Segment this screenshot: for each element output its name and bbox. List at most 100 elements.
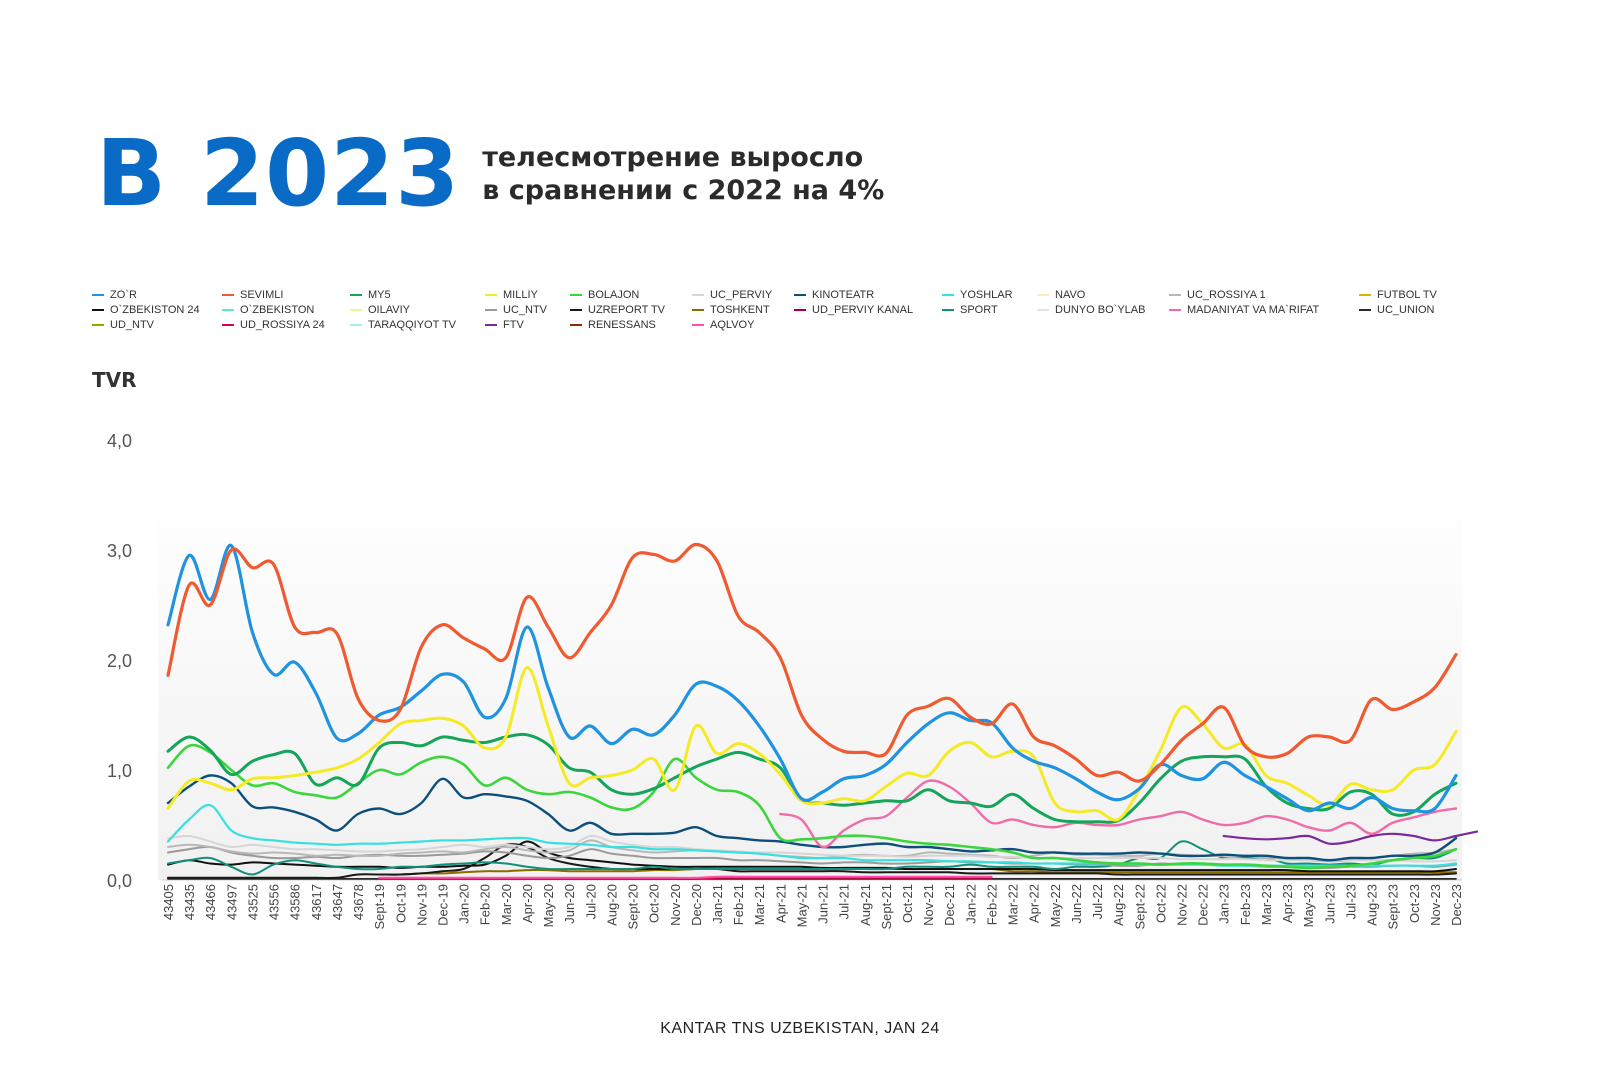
legend-item: TARAQQIYOT TV: [350, 318, 485, 332]
x-tick-label: Nov-19: [414, 884, 429, 926]
legend-swatch: [942, 309, 954, 311]
legend-label: NAVO: [1055, 289, 1086, 301]
x-tick-label: 43586: [288, 884, 303, 920]
legend-label: FUTBOL TV: [1377, 289, 1437, 301]
legend-label: TOSHKENT: [710, 304, 770, 316]
x-tick-label: Nov-20: [668, 884, 683, 926]
series-line-kinoteatr: [166, 774, 1458, 862]
legend-swatch: [92, 324, 104, 326]
legend-item: UC_NTV: [485, 303, 570, 317]
legend-label: UC_PERVIY: [710, 289, 773, 301]
legend-swatch: [350, 294, 362, 296]
x-tick-label: Apr-20: [520, 884, 535, 923]
legend-swatch: [1359, 309, 1371, 311]
legend-item: O`ZBEKISTON 24: [92, 303, 222, 317]
legend-label: UD_ROSSIYA 24: [240, 319, 325, 331]
series-line-o-zbekiston-24: [167, 840, 1457, 873]
legend-swatch: [1037, 294, 1049, 296]
legend-label: MY5: [368, 289, 391, 301]
legend-label: OILAVIY: [368, 304, 410, 316]
x-tick-label: Feb-22: [984, 884, 999, 925]
legend-swatch: [92, 309, 104, 311]
x-tick-label: Mar-21: [752, 884, 767, 925]
x-tick-label: Dec-19: [435, 884, 450, 926]
x-tick-label: Nov-23: [1428, 884, 1443, 926]
series-line-aqlvoy: [378, 875, 993, 879]
legend-swatch: [1169, 294, 1181, 296]
x-tick-label: Dec-20: [689, 884, 704, 926]
legend-label: SEVIMLI: [240, 289, 284, 301]
x-tick-label: Aug-22: [1111, 884, 1126, 926]
legend-label: KINOTEATR: [812, 289, 875, 301]
legend-label: O`ZBEKISTON: [240, 304, 315, 316]
x-tick-label: Sept-23: [1386, 884, 1401, 930]
x-tick-label: 43466: [203, 884, 218, 920]
x-tick-label: Aug-23: [1365, 884, 1380, 926]
x-tick-label: Oct-23: [1407, 884, 1422, 923]
legend-label: TARAQQIYOT TV: [368, 319, 457, 331]
legend-item: SEVIMLI: [222, 288, 350, 302]
legend-label: UZREPORT TV: [588, 304, 666, 316]
x-tick-label: Sept-20: [626, 884, 641, 930]
legend-swatch: [1359, 294, 1371, 296]
x-tick-label: 43647: [330, 884, 345, 920]
x-tick-label: Jun-21: [816, 884, 831, 924]
series-line-uc-perviy: [167, 834, 1457, 863]
legend-label: MILLIY: [503, 289, 538, 301]
headline-line-2: в сравнении с 2022 на 4%: [482, 175, 885, 206]
legend-swatch: [942, 294, 954, 296]
x-tick-label: 43556: [267, 884, 282, 920]
x-tick-label: Aug-20: [604, 884, 619, 926]
legend-item: UD_ROSSIYA 24: [222, 318, 350, 332]
headline-year: В 2023: [96, 120, 461, 227]
legend-swatch: [222, 294, 234, 296]
x-tick-label: Apr-23: [1280, 884, 1295, 923]
x-tick-label: Jun-23: [1322, 884, 1337, 924]
legend-label: UC_UNION: [1377, 304, 1435, 316]
x-tick-label: 43405: [161, 884, 176, 920]
headline: В 2023 телесмотрение выросло в сравнении…: [96, 128, 884, 220]
legend-item: O`ZBEKISTON: [222, 303, 350, 317]
legend-item: MADANIYAT VA MA`RIFAT: [1169, 303, 1359, 317]
legend-swatch: [1037, 309, 1049, 311]
x-tick-label: Dec-23: [1449, 884, 1464, 926]
legend-swatch: [1169, 309, 1181, 311]
x-tick-label: 43435: [182, 884, 197, 920]
x-tick-label: May-23: [1301, 884, 1316, 927]
series-line-sport: [167, 840, 1457, 876]
legend-swatch: [692, 309, 704, 311]
legend-label: SPORT: [960, 304, 998, 316]
legend-item: DUNYO BO`YLAB: [1037, 303, 1169, 317]
plot-background: [158, 478, 1462, 880]
x-tick-label: Jan-23: [1217, 884, 1232, 924]
legend-label: RENESSANS: [588, 319, 656, 331]
legend-swatch: [692, 294, 704, 296]
x-tick-label: Apr-21: [773, 884, 788, 923]
x-tick-label: 43678: [351, 884, 366, 920]
x-tick-label: Jul-20: [583, 884, 598, 919]
legend-item: FUTBOL TV: [1359, 288, 1469, 302]
legend-item: BOLAJON: [570, 288, 692, 302]
x-tick-label: Jul-23: [1343, 884, 1358, 919]
x-tick-label: Nov-22: [1175, 884, 1190, 926]
legend-swatch: [794, 294, 806, 296]
y-tick-label: 1,0: [107, 761, 132, 781]
x-tick-label: May-21: [794, 884, 809, 927]
series-line-zo-r: [166, 543, 1458, 814]
y-axis-title: TVR: [92, 368, 137, 392]
legend-label: ZO`R: [110, 289, 137, 301]
legend-swatch: [794, 309, 806, 311]
x-tick-label: Oct-19: [393, 884, 408, 923]
x-tick-label: Feb-21: [731, 884, 746, 925]
legend-swatch: [350, 309, 362, 311]
legend-swatch: [692, 324, 704, 326]
x-tick-label: 43617: [309, 884, 324, 920]
x-tick-label: Oct-21: [900, 884, 915, 923]
x-tick-label: Jan-20: [457, 884, 472, 924]
x-tick-label: Mar-22: [1006, 884, 1021, 925]
legend-item: UD_NTV: [92, 318, 222, 332]
legend-label: BOLAJON: [588, 289, 640, 301]
x-tick-label: Feb-20: [478, 884, 493, 925]
legend-label: O`ZBEKISTON 24: [110, 304, 200, 316]
x-tick-label: Jan-21: [710, 884, 725, 924]
